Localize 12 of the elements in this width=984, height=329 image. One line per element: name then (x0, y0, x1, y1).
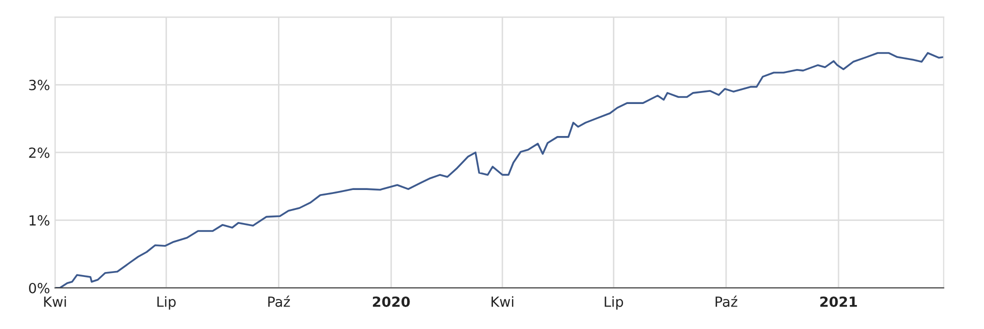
x-tick-label: Paź (716, 296, 738, 307)
y-tick-label: 0% (29, 282, 50, 294)
y-tick-label: 2% (29, 147, 50, 158)
x-tick-label: Kwi (492, 296, 514, 307)
y-tick-label: 1% (30, 215, 50, 226)
x-tick-label: Paź (268, 296, 290, 307)
x-tick-label: Lip (157, 296, 176, 310)
x-tick-label: Kwi (44, 296, 66, 307)
y-tick-label: 3% (29, 80, 50, 90)
x-tick-label: Lip (604, 296, 624, 310)
x-tick-label: 2020 (372, 296, 410, 307)
x-tick-label: 2021 (820, 296, 857, 307)
